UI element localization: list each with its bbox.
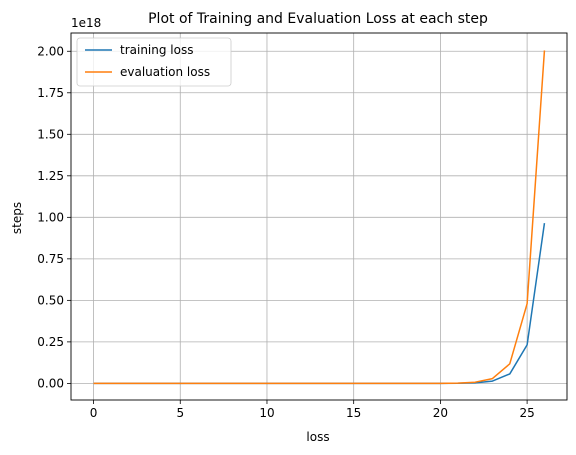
- x-tick-label: 25: [519, 406, 534, 420]
- y-tick-label: 0.75: [37, 252, 64, 266]
- x-tick-label: 10: [259, 406, 274, 420]
- x-axis-ticks: 0 5 10 15 20 25: [90, 400, 535, 420]
- y-tick-label: 1.25: [37, 169, 64, 183]
- x-tick-label: 0: [90, 406, 98, 420]
- y-tick-label: 0.00: [37, 376, 64, 390]
- y-tick-label: 0.50: [37, 293, 64, 307]
- x-tick-label: 5: [176, 406, 184, 420]
- x-axis-label: loss: [306, 430, 329, 444]
- chart-title: Plot of Training and Evaluation Loss at …: [148, 11, 488, 27]
- y-tick-label: 2.00: [37, 44, 64, 58]
- legend: training loss evaluation loss: [76, 37, 232, 87]
- x-tick-label: 20: [433, 406, 448, 420]
- y-axis-ticks: 0.00 0.25 0.50 0.75 1.00 1.25 1.50 1.75 2.00: [37, 44, 71, 390]
- plot-area-frame: [70, 32, 568, 401]
- series-lines: [93, 50, 546, 385]
- legend-label: evaluation loss: [120, 65, 210, 79]
- y-tick-label: 1.75: [37, 86, 64, 100]
- y-axis-offset-label: 1e18: [71, 16, 101, 30]
- x-tick-label: 15: [346, 406, 361, 420]
- legend-label: training loss: [120, 43, 193, 57]
- y-tick-label: 0.25: [37, 335, 64, 349]
- y-axis-label: steps: [10, 202, 24, 234]
- legend-box: [76, 37, 232, 87]
- series-line: [93, 50, 546, 385]
- series-line: [93, 223, 546, 385]
- grid: [71, 33, 567, 400]
- y-tick-label: 1.00: [37, 210, 64, 224]
- y-tick-label: 1.50: [37, 127, 64, 141]
